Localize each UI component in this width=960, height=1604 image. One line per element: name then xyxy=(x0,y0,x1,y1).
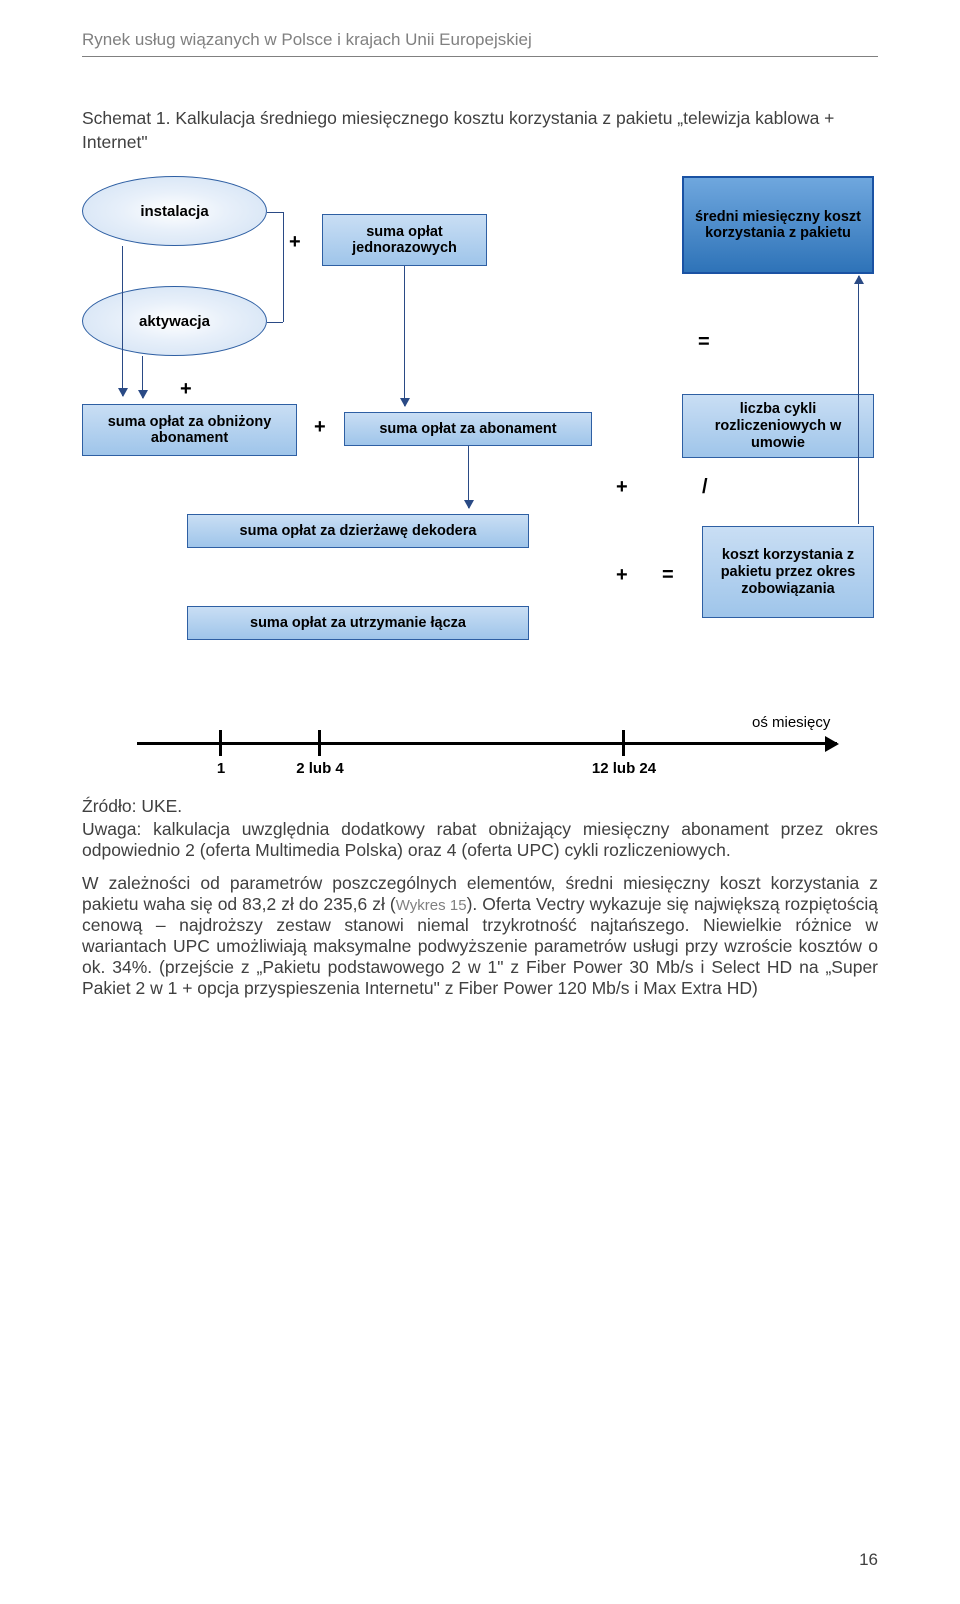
arrow-koszt-up xyxy=(858,276,859,524)
timeline-label-1: 1 xyxy=(217,760,225,777)
op-plus-above-obnizony: + xyxy=(180,378,192,401)
hline-aktywacja xyxy=(267,322,283,323)
node-obnizony-abonament: suma opłat za obniżony abonament xyxy=(82,404,297,456)
hline-instalacja xyxy=(267,212,283,213)
node-koszt-zobowiazania: koszt korzystania z pakietu przez okres … xyxy=(702,526,874,618)
note-text: Uwaga: kalkulacja uwzględnia dodatkowy r… xyxy=(82,819,878,861)
op-plus-4: + xyxy=(616,564,628,587)
header-rule xyxy=(82,56,878,57)
op-plus-2: + xyxy=(314,416,326,439)
op-equals-mid: = xyxy=(662,564,674,587)
arrow-aktywacja-down xyxy=(142,356,143,398)
timeline-label-2: 2 lub 4 xyxy=(296,760,344,777)
page-number: 16 xyxy=(859,1550,878,1570)
arrow-abonament-down xyxy=(468,446,469,508)
node-cykle: liczba cykli rozliczeniowych w umowie xyxy=(682,394,874,458)
node-aktywacja: aktywacja xyxy=(82,286,267,356)
op-plus-1: + xyxy=(289,231,301,254)
node-instalacja: instalacja xyxy=(82,176,267,246)
running-header: Rynek usług wiązanych w Polsce i krajach… xyxy=(82,30,878,50)
timeline-tick-1 xyxy=(219,730,222,756)
timeline-label-3: 12 lub 24 xyxy=(592,760,656,777)
body-paragraph: W zależności od parametrów poszczególnyc… xyxy=(82,873,878,999)
node-abonament: suma opłat za abonament xyxy=(344,412,592,446)
flowchart: instalacja aktywacja + suma opłat jednor… xyxy=(82,176,878,696)
source-line: Źródło: UKE. xyxy=(82,796,878,817)
op-slash: / xyxy=(702,476,708,499)
arrow-suma-jedn-down xyxy=(404,266,405,406)
arrow-instalacja-down xyxy=(122,246,123,396)
timeline-axis xyxy=(137,742,837,745)
vline-ellipse-join xyxy=(283,212,284,322)
node-sredni-koszt: średni miesięczny koszt korzystania z pa… xyxy=(682,176,874,274)
node-suma-jednorazowych: suma opłat jednorazowych xyxy=(322,214,487,266)
op-plus-3: + xyxy=(616,476,628,499)
node-lacze: suma opłat za utrzymanie łącza xyxy=(187,606,529,640)
op-equals-top: = xyxy=(698,331,710,354)
node-dzierzawa: suma opłat za dzierżawę dekodera xyxy=(187,514,529,548)
timeline-caption: oś miesięcy xyxy=(752,714,830,731)
wykres-link[interactable]: Wykres 15 xyxy=(396,897,467,914)
timeline-tick-2 xyxy=(318,730,321,756)
timeline: 1 2 lub 4 12 lub 24 oś miesięcy xyxy=(82,724,878,784)
timeline-tick-3 xyxy=(622,730,625,756)
scheme-title: Schemat 1. Kalkulacja średniego miesięcz… xyxy=(82,107,878,154)
